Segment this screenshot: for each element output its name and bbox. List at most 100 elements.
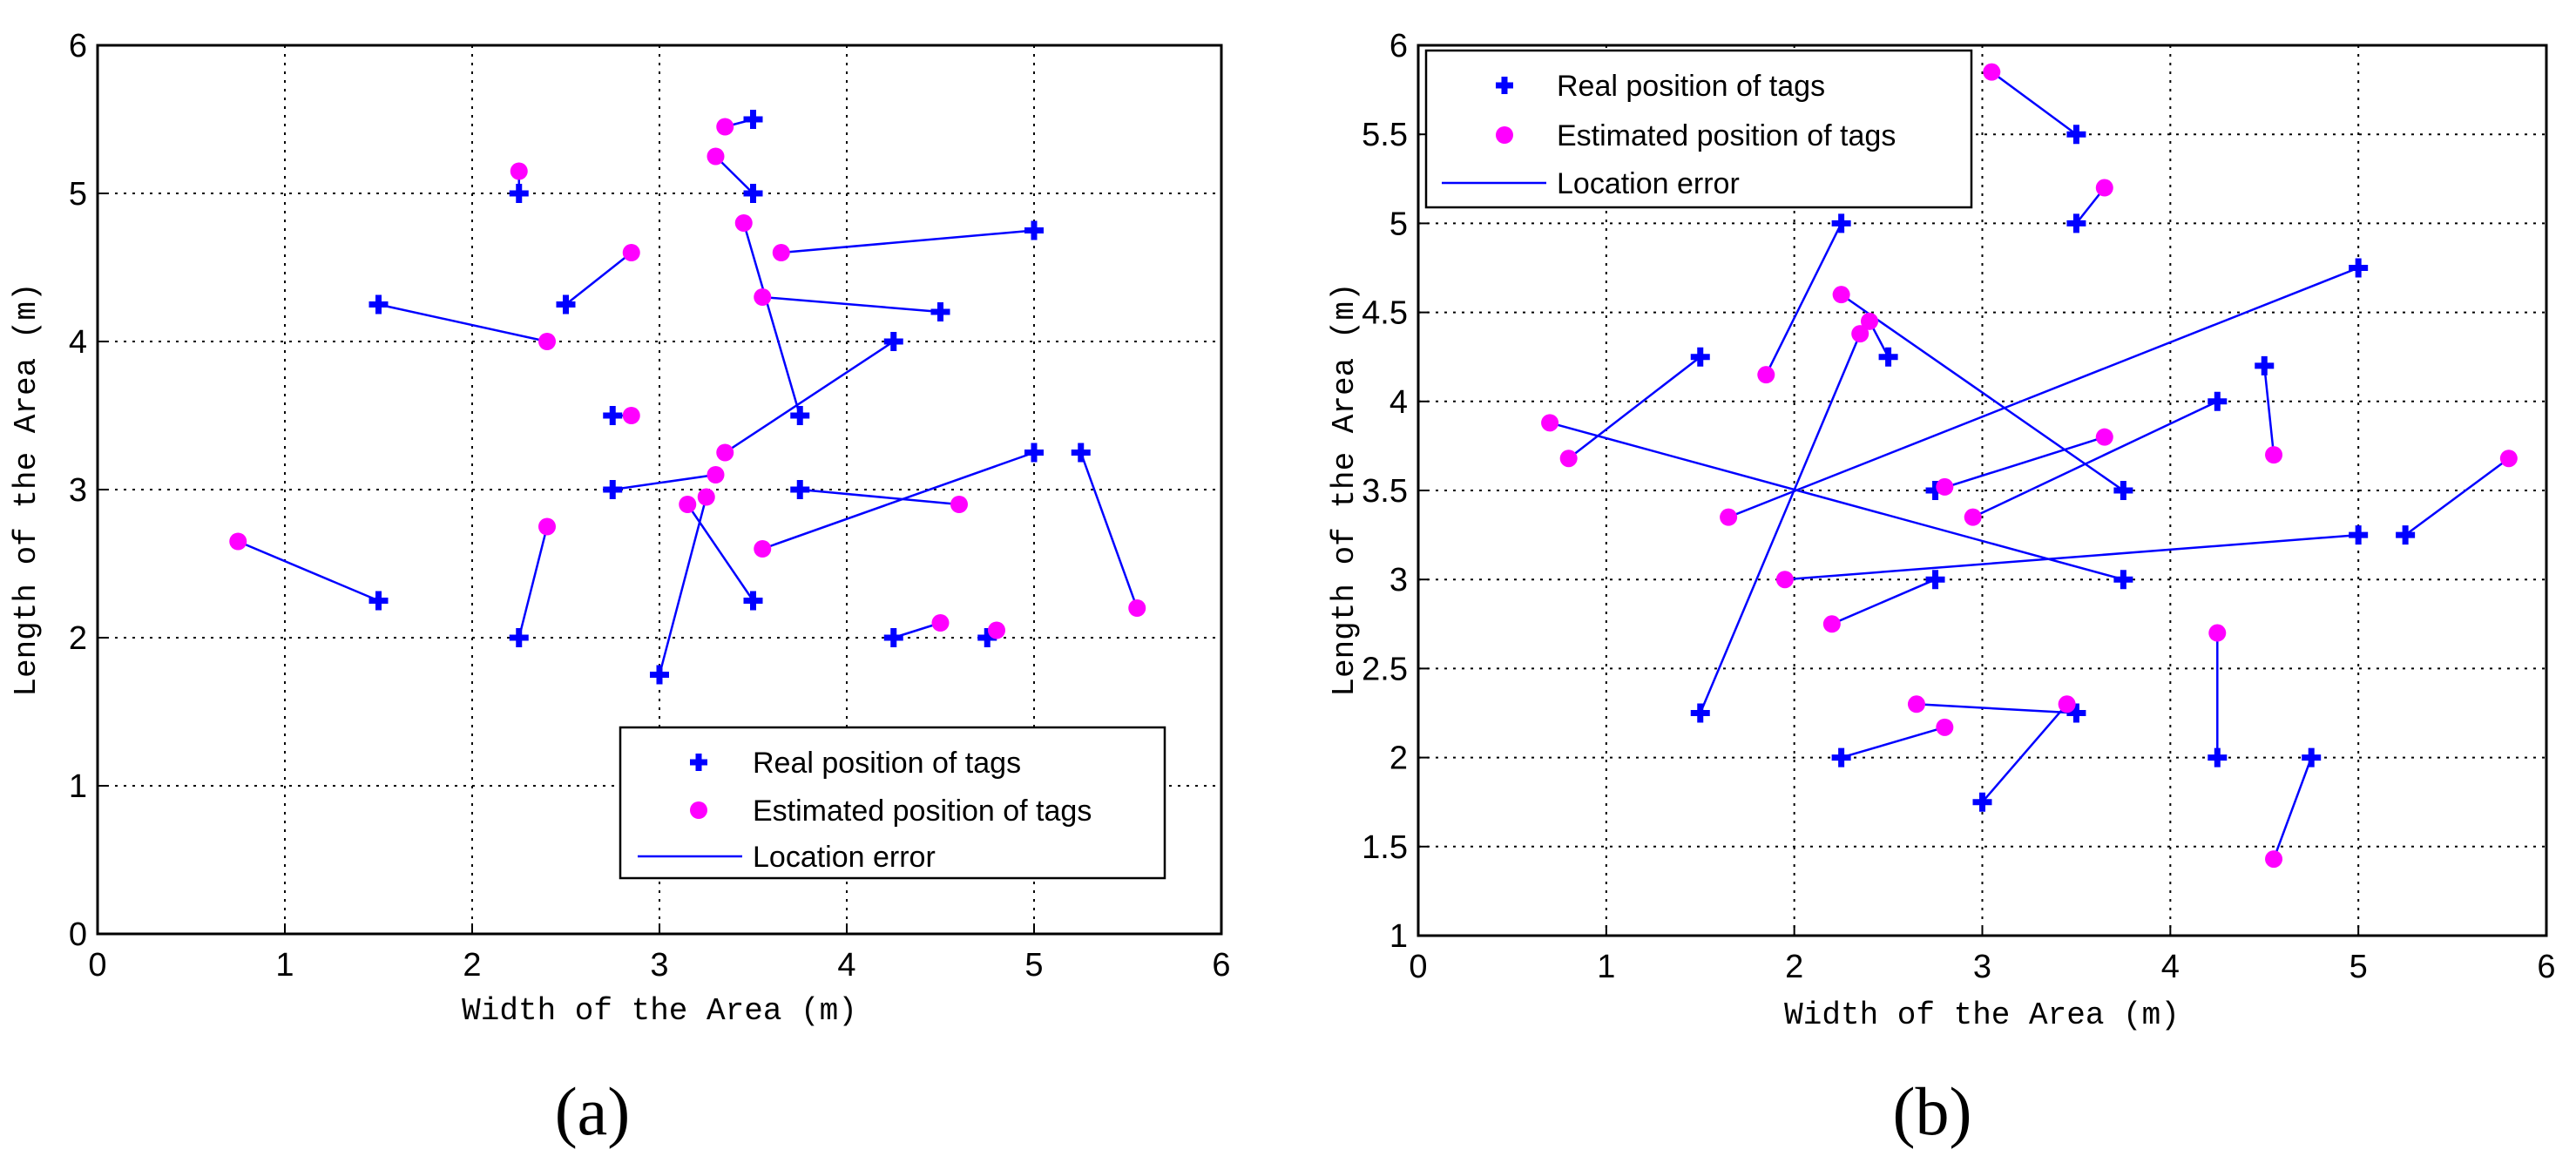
legend-label-est-b: Estimated position of tags xyxy=(1557,119,1896,152)
estimated-position-marker xyxy=(1851,325,1869,343)
estimated-position-marker xyxy=(697,488,715,506)
y-tick-label: 6 xyxy=(1389,28,1408,64)
location-error-line xyxy=(1972,400,2218,518)
location-error-line xyxy=(1991,71,2078,136)
real-position-marker xyxy=(883,332,903,351)
real-position-marker xyxy=(2208,747,2228,767)
legend-box-a xyxy=(619,726,1166,880)
real-position-marker xyxy=(1831,213,1851,233)
y-axis-label-b: Length of the Area (m) xyxy=(1327,282,1362,696)
location-error-line xyxy=(761,451,1035,551)
real-position-marker xyxy=(2302,747,2322,767)
legend-label-real-b: Real position of tags xyxy=(1557,70,1825,103)
y-tick-label: 5 xyxy=(1389,206,1408,242)
location-error-line xyxy=(724,340,895,454)
estimated-position-marker xyxy=(2499,450,2518,468)
real-position-marker xyxy=(1925,570,1945,590)
y-axis-label-a: Length of the Area (m) xyxy=(9,282,44,696)
x-tick-label: 0 xyxy=(1409,949,1427,985)
y-tick-label: 3.5 xyxy=(1362,473,1408,510)
real-position-marker xyxy=(509,628,529,647)
estimated-position-marker xyxy=(1559,450,1578,468)
estimated-position-marker xyxy=(734,214,753,232)
estimated-position-marker xyxy=(2265,446,2283,464)
ticks-b: 0 1 2 3 4 5 611.522.533.544.555.56 xyxy=(1362,28,2555,985)
legend-label-err-a: Location error xyxy=(753,841,936,874)
location-error-line xyxy=(762,295,941,314)
x-tick-label: 3 xyxy=(650,947,668,984)
location-error-line xyxy=(237,540,379,602)
x-axis-label-a: Width of the Area (m) xyxy=(462,993,857,1029)
estimated-position-marker xyxy=(931,614,950,632)
legend-circle-icon xyxy=(690,801,707,819)
x-tick-label: 2 xyxy=(1785,949,1803,985)
real-position-marker xyxy=(790,406,810,425)
estimated-position-marker xyxy=(622,407,640,424)
real-position-marker xyxy=(650,665,669,685)
legend-label-err-b: Location error xyxy=(1557,167,1740,200)
estimated-position-marker xyxy=(1983,63,2001,81)
real-position-marker xyxy=(2255,355,2275,375)
estimated-position-marker xyxy=(229,532,247,551)
estimated-position-marker xyxy=(1822,615,1841,633)
real-position-marker xyxy=(1972,792,1992,812)
location-error-line xyxy=(1079,452,1139,609)
caption-b: (b) xyxy=(1893,1073,1972,1149)
y-tick-label: 6 xyxy=(69,28,87,64)
real-position-marker xyxy=(930,302,950,321)
estimated-position-marker xyxy=(988,621,1005,639)
location-error-line xyxy=(686,504,754,602)
location-error-line xyxy=(1549,422,2124,581)
real-position-marker xyxy=(1831,747,1851,767)
real-position-marker xyxy=(743,591,763,611)
legend-plus-icon xyxy=(690,754,707,771)
estimated-position-marker xyxy=(2095,179,2113,197)
x-tick-label: 0 xyxy=(88,947,106,984)
location-error-line xyxy=(1840,294,2125,492)
estimated-position-marker xyxy=(538,333,556,350)
estimated-position-marker xyxy=(679,496,697,513)
y-tick-label: 1 xyxy=(69,768,87,805)
y-tick-label: 1.5 xyxy=(1362,829,1408,866)
y-tick-label: 2.5 xyxy=(1362,651,1408,687)
x-tick-label: 6 xyxy=(1212,947,1230,984)
legend-label-real-a: Real position of tags xyxy=(753,747,1021,780)
estimated-position-marker xyxy=(2058,695,2076,713)
estimated-position-marker xyxy=(2265,850,2283,869)
estimated-position-marker xyxy=(1832,286,1850,304)
real-position-marker xyxy=(1024,220,1044,240)
location-error-line xyxy=(2263,365,2275,456)
real-position-marker xyxy=(2208,391,2228,411)
estimated-position-marker xyxy=(538,517,556,536)
location-error-line xyxy=(800,488,960,506)
real-position-marker xyxy=(1878,347,1898,367)
y-tick-label: 1 xyxy=(1389,918,1408,955)
real-position-marker xyxy=(2349,258,2369,278)
location-error-line xyxy=(1935,436,2106,492)
estimated-position-marker xyxy=(2095,428,2113,446)
x-tick-label: 4 xyxy=(2161,949,2180,985)
location-error-line xyxy=(517,526,549,639)
estimated-position-marker xyxy=(1541,414,1559,432)
est-markers-b xyxy=(1541,63,2518,869)
est-markers-a xyxy=(229,118,1146,639)
legend-circle-icon xyxy=(1496,126,1513,144)
real-markers-b xyxy=(1690,125,2416,812)
real-position-marker xyxy=(2113,570,2133,590)
real-position-marker xyxy=(509,184,529,203)
location-error-line xyxy=(1981,703,2068,803)
real-position-marker xyxy=(368,294,389,314)
real-position-marker xyxy=(2113,481,2133,500)
location-error-line xyxy=(1699,333,1862,713)
y-tick-label: 4.5 xyxy=(1362,295,1408,332)
y-tick-label: 2 xyxy=(69,620,87,657)
estimated-position-marker xyxy=(1757,366,1775,384)
location-error-line xyxy=(1916,703,2077,714)
estimated-position-marker xyxy=(1907,695,1925,713)
y-tick-label: 5 xyxy=(69,176,87,213)
location-error-line xyxy=(2404,457,2510,537)
y-tick-label: 3 xyxy=(1389,562,1408,598)
location-error-line xyxy=(1727,267,2359,518)
location-error-line xyxy=(612,473,716,491)
real-position-marker xyxy=(2066,125,2086,145)
